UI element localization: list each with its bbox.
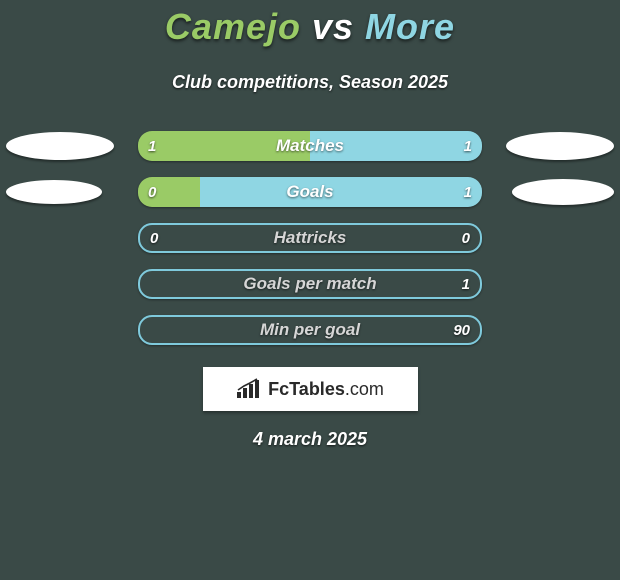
- stat-label: Goals per match: [140, 274, 480, 294]
- logo-box: FcTables.com: [203, 367, 418, 411]
- player-right-ellipse: [512, 179, 614, 205]
- logo-text: FcTables.com: [268, 379, 384, 400]
- logo-suffix: .com: [345, 379, 384, 399]
- stat-value-right: 0: [462, 230, 470, 247]
- logo-main: FcTables: [268, 379, 345, 399]
- stat-value-right: 90: [453, 322, 470, 339]
- title-left: Camejo: [165, 6, 301, 47]
- stat-row: Goals01: [0, 177, 620, 207]
- subtitle: Club competitions, Season 2025: [0, 72, 620, 93]
- bar-chart-icon: [236, 378, 262, 400]
- stat-fill-right: [200, 177, 482, 207]
- stat-label: Hattricks: [140, 228, 480, 248]
- stat-row: Hattricks0 0: [0, 223, 620, 253]
- date-label: 4 march 2025: [0, 429, 620, 450]
- stat-value-right: 1: [464, 184, 472, 201]
- stat-value-right: 1: [464, 138, 472, 155]
- stat-rows: Matches11Goals01Hattricks00Goals per mat…: [0, 131, 620, 345]
- stat-value-left: 1: [148, 138, 156, 155]
- title-vs: vs: [312, 6, 354, 47]
- stat-row: Matches11: [0, 131, 620, 161]
- title-right: More: [365, 6, 455, 47]
- stat-bar: Hattricks0 0: [138, 223, 482, 253]
- stat-fill-right: [310, 131, 482, 161]
- stat-value-left: 0: [148, 184, 156, 201]
- stat-bar: Matches11: [138, 131, 482, 161]
- stat-row: Min per goal90: [0, 315, 620, 345]
- stat-fill-left: [138, 131, 310, 161]
- stat-bar: Goals per match1: [138, 269, 482, 299]
- stat-bar: Min per goal90: [138, 315, 482, 345]
- stat-label: Min per goal: [140, 320, 480, 340]
- stat-value-left: 0: [150, 230, 158, 247]
- page-title: Camejo vs More: [0, 6, 620, 48]
- player-left-ellipse: [6, 132, 114, 160]
- stat-bar: Goals01: [138, 177, 482, 207]
- player-left-ellipse: [6, 180, 102, 204]
- stat-value-right: 1: [462, 276, 470, 293]
- stat-row: Goals per match1: [0, 269, 620, 299]
- player-right-ellipse: [506, 132, 614, 160]
